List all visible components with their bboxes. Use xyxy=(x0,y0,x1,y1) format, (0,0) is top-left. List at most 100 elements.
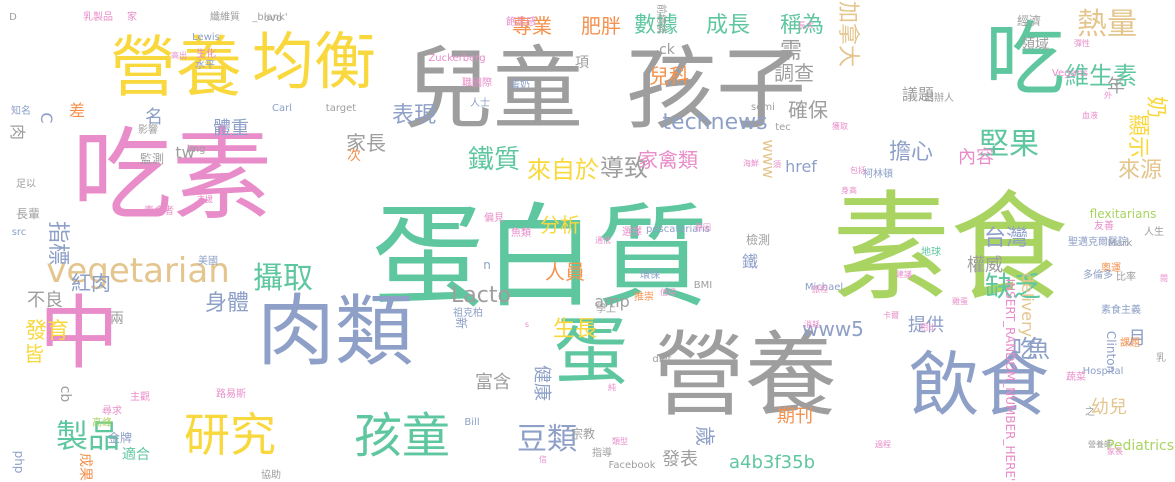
word: diet xyxy=(652,354,672,365)
word: 知名 xyxy=(11,106,31,117)
word: Michael xyxy=(804,282,844,293)
word: 導致 xyxy=(600,154,648,182)
word: 兩 xyxy=(110,311,124,327)
word: 營養師 xyxy=(1088,440,1112,449)
word: 相比 xyxy=(920,323,936,332)
word: 純 xyxy=(608,383,616,392)
word: ck xyxy=(659,42,675,58)
word: 閱 xyxy=(1160,274,1168,283)
word: INSERT_RANDOM_NUMBER_HERE' xyxy=(1003,278,1017,481)
word: Lewis xyxy=(192,32,220,43)
word: 生化 xyxy=(196,49,216,60)
word: 高峰 xyxy=(92,418,112,429)
word: 須 xyxy=(773,160,781,169)
word: 主觀 xyxy=(130,392,150,403)
word: 家 xyxy=(127,12,137,23)
word: 皆 xyxy=(24,342,44,366)
word: Lacto xyxy=(451,283,511,308)
word: 宗教 xyxy=(570,427,596,441)
word: Facebook xyxy=(608,460,656,471)
word: 環保 xyxy=(640,270,660,281)
word: 信 xyxy=(539,455,547,464)
word: 專業 xyxy=(512,14,552,38)
word: 前總統 xyxy=(655,4,666,34)
word: 多倫多 xyxy=(1083,270,1113,281)
word: 足以 xyxy=(16,179,36,190)
word: 內容 xyxy=(958,147,994,168)
word: 蛋奶 xyxy=(510,80,530,91)
word: 素食主義 xyxy=(1101,305,1141,316)
word: Zuckerberg xyxy=(428,53,486,64)
word: 鐵 xyxy=(741,252,759,271)
word: 攝取 xyxy=(253,261,313,296)
word: 海鮮 xyxy=(743,159,759,168)
word: 擔心 xyxy=(888,140,934,165)
word: 乳 xyxy=(1156,353,1166,364)
word: 權威 xyxy=(967,255,1003,276)
word: 孩子 xyxy=(626,37,806,142)
word: 卡爾 xyxy=(883,311,899,320)
word: 孩童 xyxy=(353,408,451,464)
word: 地球 xyxy=(921,247,941,258)
word: 兒童 xyxy=(403,37,583,142)
word: 美國 xyxy=(198,256,218,267)
word: 創辦人 xyxy=(924,93,954,104)
word: 之 xyxy=(1085,407,1095,418)
word: 長輩 xyxy=(15,207,41,221)
word: 血液 xyxy=(1082,111,1098,120)
word: 值得 xyxy=(660,288,676,297)
word: 歲 xyxy=(693,426,717,446)
word: 乳製品 xyxy=(83,12,113,23)
word: 稱為 xyxy=(779,13,825,38)
word: 長大 xyxy=(798,21,814,30)
word: 製品 xyxy=(55,417,121,455)
word: C xyxy=(37,112,56,124)
word: 素食 xyxy=(831,179,1069,317)
word: 支援 xyxy=(197,195,213,204)
word: 指標 xyxy=(45,220,70,266)
word: 祖克柏 xyxy=(453,308,483,319)
word: 身高 xyxy=(841,186,857,195)
word: 月 xyxy=(1128,328,1146,349)
word: Vegans xyxy=(1051,68,1089,79)
word: 分析 xyxy=(540,213,580,237)
word: 發育 xyxy=(24,319,70,344)
word: ovo xyxy=(263,13,283,24)
word: 缺乏 xyxy=(984,270,1042,303)
word: 外 xyxy=(1104,91,1112,100)
word: 素食者 xyxy=(144,206,174,217)
word: 家長 xyxy=(1107,447,1123,456)
word: 不良 xyxy=(27,290,63,311)
word: 加拿大 xyxy=(835,0,860,68)
word: 富含 xyxy=(475,372,511,393)
word: 年 xyxy=(1107,76,1125,97)
word: 偏見 xyxy=(484,213,504,224)
word: D xyxy=(9,12,17,23)
word: 來源 xyxy=(1117,158,1163,183)
word: src xyxy=(11,227,27,238)
word: 需 xyxy=(779,39,803,64)
word: 熱量 xyxy=(1077,7,1137,42)
word: 維生素 xyxy=(1065,62,1137,90)
word: 肉 xyxy=(8,123,27,141)
word: 金牌 xyxy=(107,431,133,445)
word: vegetarian xyxy=(46,251,230,291)
word: 身體 xyxy=(204,291,250,316)
word: BMI xyxy=(693,280,713,291)
word: 家禽類 xyxy=(638,148,698,172)
word: delivery xyxy=(1018,272,1037,338)
word: 期刊 xyxy=(777,406,813,427)
word: technews xyxy=(662,110,768,135)
word: 台灣 xyxy=(983,226,1029,251)
word: 友善 xyxy=(1094,221,1114,232)
word: 飽足感 xyxy=(506,17,536,28)
word: 營養 xyxy=(110,29,242,106)
word: target xyxy=(325,103,357,114)
word: 建議 xyxy=(896,270,912,279)
word: 數據 xyxy=(633,13,679,38)
word: 幼兒 xyxy=(1091,397,1127,418)
word: img xyxy=(186,144,206,155)
word: 發表 xyxy=(662,449,698,470)
word: a4b3f35b xyxy=(728,452,816,473)
